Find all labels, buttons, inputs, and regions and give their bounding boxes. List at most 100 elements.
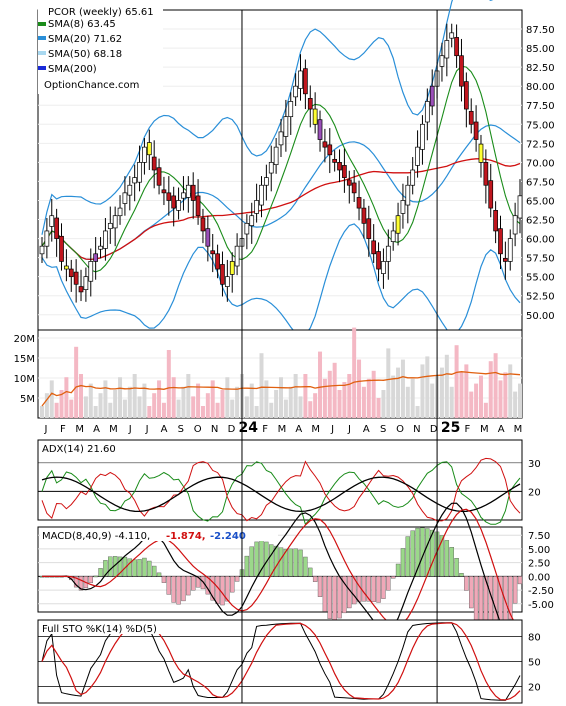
candle-body <box>78 286 84 293</box>
macd-histogram-bar <box>366 576 371 602</box>
candle-body <box>68 268 74 278</box>
candle-body <box>424 101 430 123</box>
macd-histogram-bar <box>176 576 181 605</box>
candle-body <box>366 218 372 239</box>
candle-body <box>117 207 123 217</box>
volume-bar <box>161 402 166 418</box>
candle-body <box>303 68 308 95</box>
candle-body <box>307 98 313 110</box>
stochastic-panel: 20 50 80 Full STO %K(14) %D(5) <box>37 619 541 704</box>
x-tick-label: N <box>211 424 218 435</box>
candle-body <box>39 245 45 255</box>
volume-bar <box>474 383 479 418</box>
candle-body <box>171 195 177 209</box>
di-minus-line <box>41 457 521 522</box>
legend-swatch-sma200 <box>38 66 46 70</box>
candle-body <box>371 240 377 255</box>
volume-bar <box>249 383 254 418</box>
macd-histogram-bar <box>254 541 259 577</box>
macd-histogram-bar <box>210 576 215 601</box>
candle-body <box>146 142 152 156</box>
volume-bar <box>342 382 347 418</box>
price-tick-label: 50.00 <box>526 311 555 322</box>
candle-body <box>49 215 55 227</box>
adx-label-bg <box>40 442 122 454</box>
candle-body <box>268 162 274 174</box>
volume-bar <box>83 396 88 418</box>
volume-bar <box>215 402 220 418</box>
macd-histogram-bar <box>342 576 347 614</box>
volume-bar <box>230 399 235 418</box>
price-tick-label: 72.50 <box>526 139 555 150</box>
x-tick-label: S <box>380 424 386 435</box>
volume-bar <box>279 377 283 418</box>
candle-body <box>210 250 216 255</box>
volume-bar <box>357 359 362 418</box>
macd-histogram-bar <box>137 559 142 577</box>
candle-body <box>361 207 367 224</box>
volume-bar <box>493 353 498 418</box>
candle-body <box>259 184 264 206</box>
macd-histogram-bar <box>225 576 230 602</box>
volume-bar <box>49 380 54 418</box>
volume-tick-label: 15M <box>14 354 35 365</box>
volume-bar <box>88 383 93 418</box>
volume-bar <box>157 380 162 418</box>
sto-tick-label: 80 <box>528 633 541 644</box>
macd-histogram-bar <box>473 576 479 625</box>
macd-histogram-bar <box>127 558 132 577</box>
candle-body <box>468 110 474 125</box>
legend-background <box>38 4 163 94</box>
candle-body <box>420 123 425 150</box>
volume-bar <box>391 375 396 418</box>
volume-bar <box>186 374 191 418</box>
macd-signal-value: -2.240 <box>210 531 246 542</box>
price-tick-label: 62.50 <box>526 216 555 227</box>
macd-histogram-bar <box>512 576 518 604</box>
candle-body <box>395 215 401 234</box>
price-tick-label: 70.00 <box>526 158 555 169</box>
macd-histogram-bar <box>273 545 279 577</box>
adx-line <box>41 476 521 513</box>
macd-histogram-bar <box>234 576 240 582</box>
price-tick-label: 82.50 <box>526 63 555 74</box>
volume-bar <box>205 393 210 418</box>
x-tick-label: J <box>128 424 132 435</box>
candle-body <box>224 276 230 287</box>
volume-bar <box>147 406 152 418</box>
macd-histogram-bar <box>269 544 274 577</box>
volume-bar <box>269 402 274 418</box>
macd-signal-line <box>42 508 521 631</box>
x-tick-label: O <box>194 424 202 435</box>
candle-body <box>293 85 298 98</box>
x-tick-label: M <box>75 424 84 435</box>
candle-body <box>264 177 269 186</box>
volume-bar <box>488 361 493 418</box>
candle-body <box>151 156 157 171</box>
macd-histogram-bar <box>303 556 308 577</box>
candle-body <box>390 230 396 242</box>
candle-body <box>273 146 279 166</box>
candle-body <box>400 200 406 214</box>
x-tick-label: N <box>413 424 420 435</box>
volume-bar <box>420 364 425 418</box>
volume-bar <box>152 393 157 418</box>
candle-body <box>98 245 103 250</box>
price-tick-label: 57.50 <box>526 254 555 265</box>
candle-body <box>142 146 147 163</box>
volume-bar <box>283 399 288 418</box>
candle-body <box>410 169 416 186</box>
macd-histogram-bar <box>161 576 167 583</box>
x-tick-label: J <box>347 424 351 435</box>
x-tick-label: A <box>498 424 505 435</box>
x-tick-label: D <box>430 424 438 435</box>
candle-body <box>215 253 220 270</box>
x-tick-label: 25 <box>441 420 460 436</box>
macd-histogram-bar <box>166 576 172 595</box>
volume-bar <box>449 386 454 418</box>
sto-tick-label: 20 <box>528 682 541 693</box>
volume-bar <box>508 364 513 418</box>
macd-histogram-bar <box>425 528 430 577</box>
macd-histogram-bar <box>332 576 337 621</box>
candle-body <box>229 261 235 275</box>
